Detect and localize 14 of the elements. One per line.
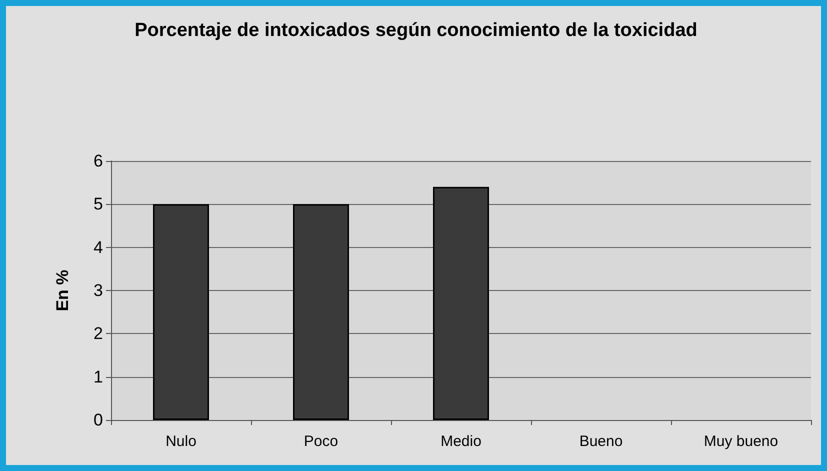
y-tick-label: 1 [94, 367, 103, 386]
y-tick-label: 5 [94, 194, 103, 214]
x-tick-label: Poco [304, 433, 338, 450]
y-tick-label: 4 [94, 238, 103, 257]
y-axis-title: En % [53, 270, 72, 312]
x-tick-label: Nulo [166, 433, 196, 450]
y-tick-label: 3 [94, 281, 103, 300]
y-tick-label: 6 [94, 152, 103, 170]
y-tick-label: 0 [94, 410, 103, 430]
x-tick-label: Bueno [579, 433, 623, 450]
chart-title: Porcentaje de intoxicados según conocimiento de la toxicidad [134, 19, 698, 43]
x-tick-label: Muy bueno [704, 433, 778, 450]
x-tick-label: Medio [440, 433, 482, 450]
y-tick-label: 2 [94, 324, 103, 344]
